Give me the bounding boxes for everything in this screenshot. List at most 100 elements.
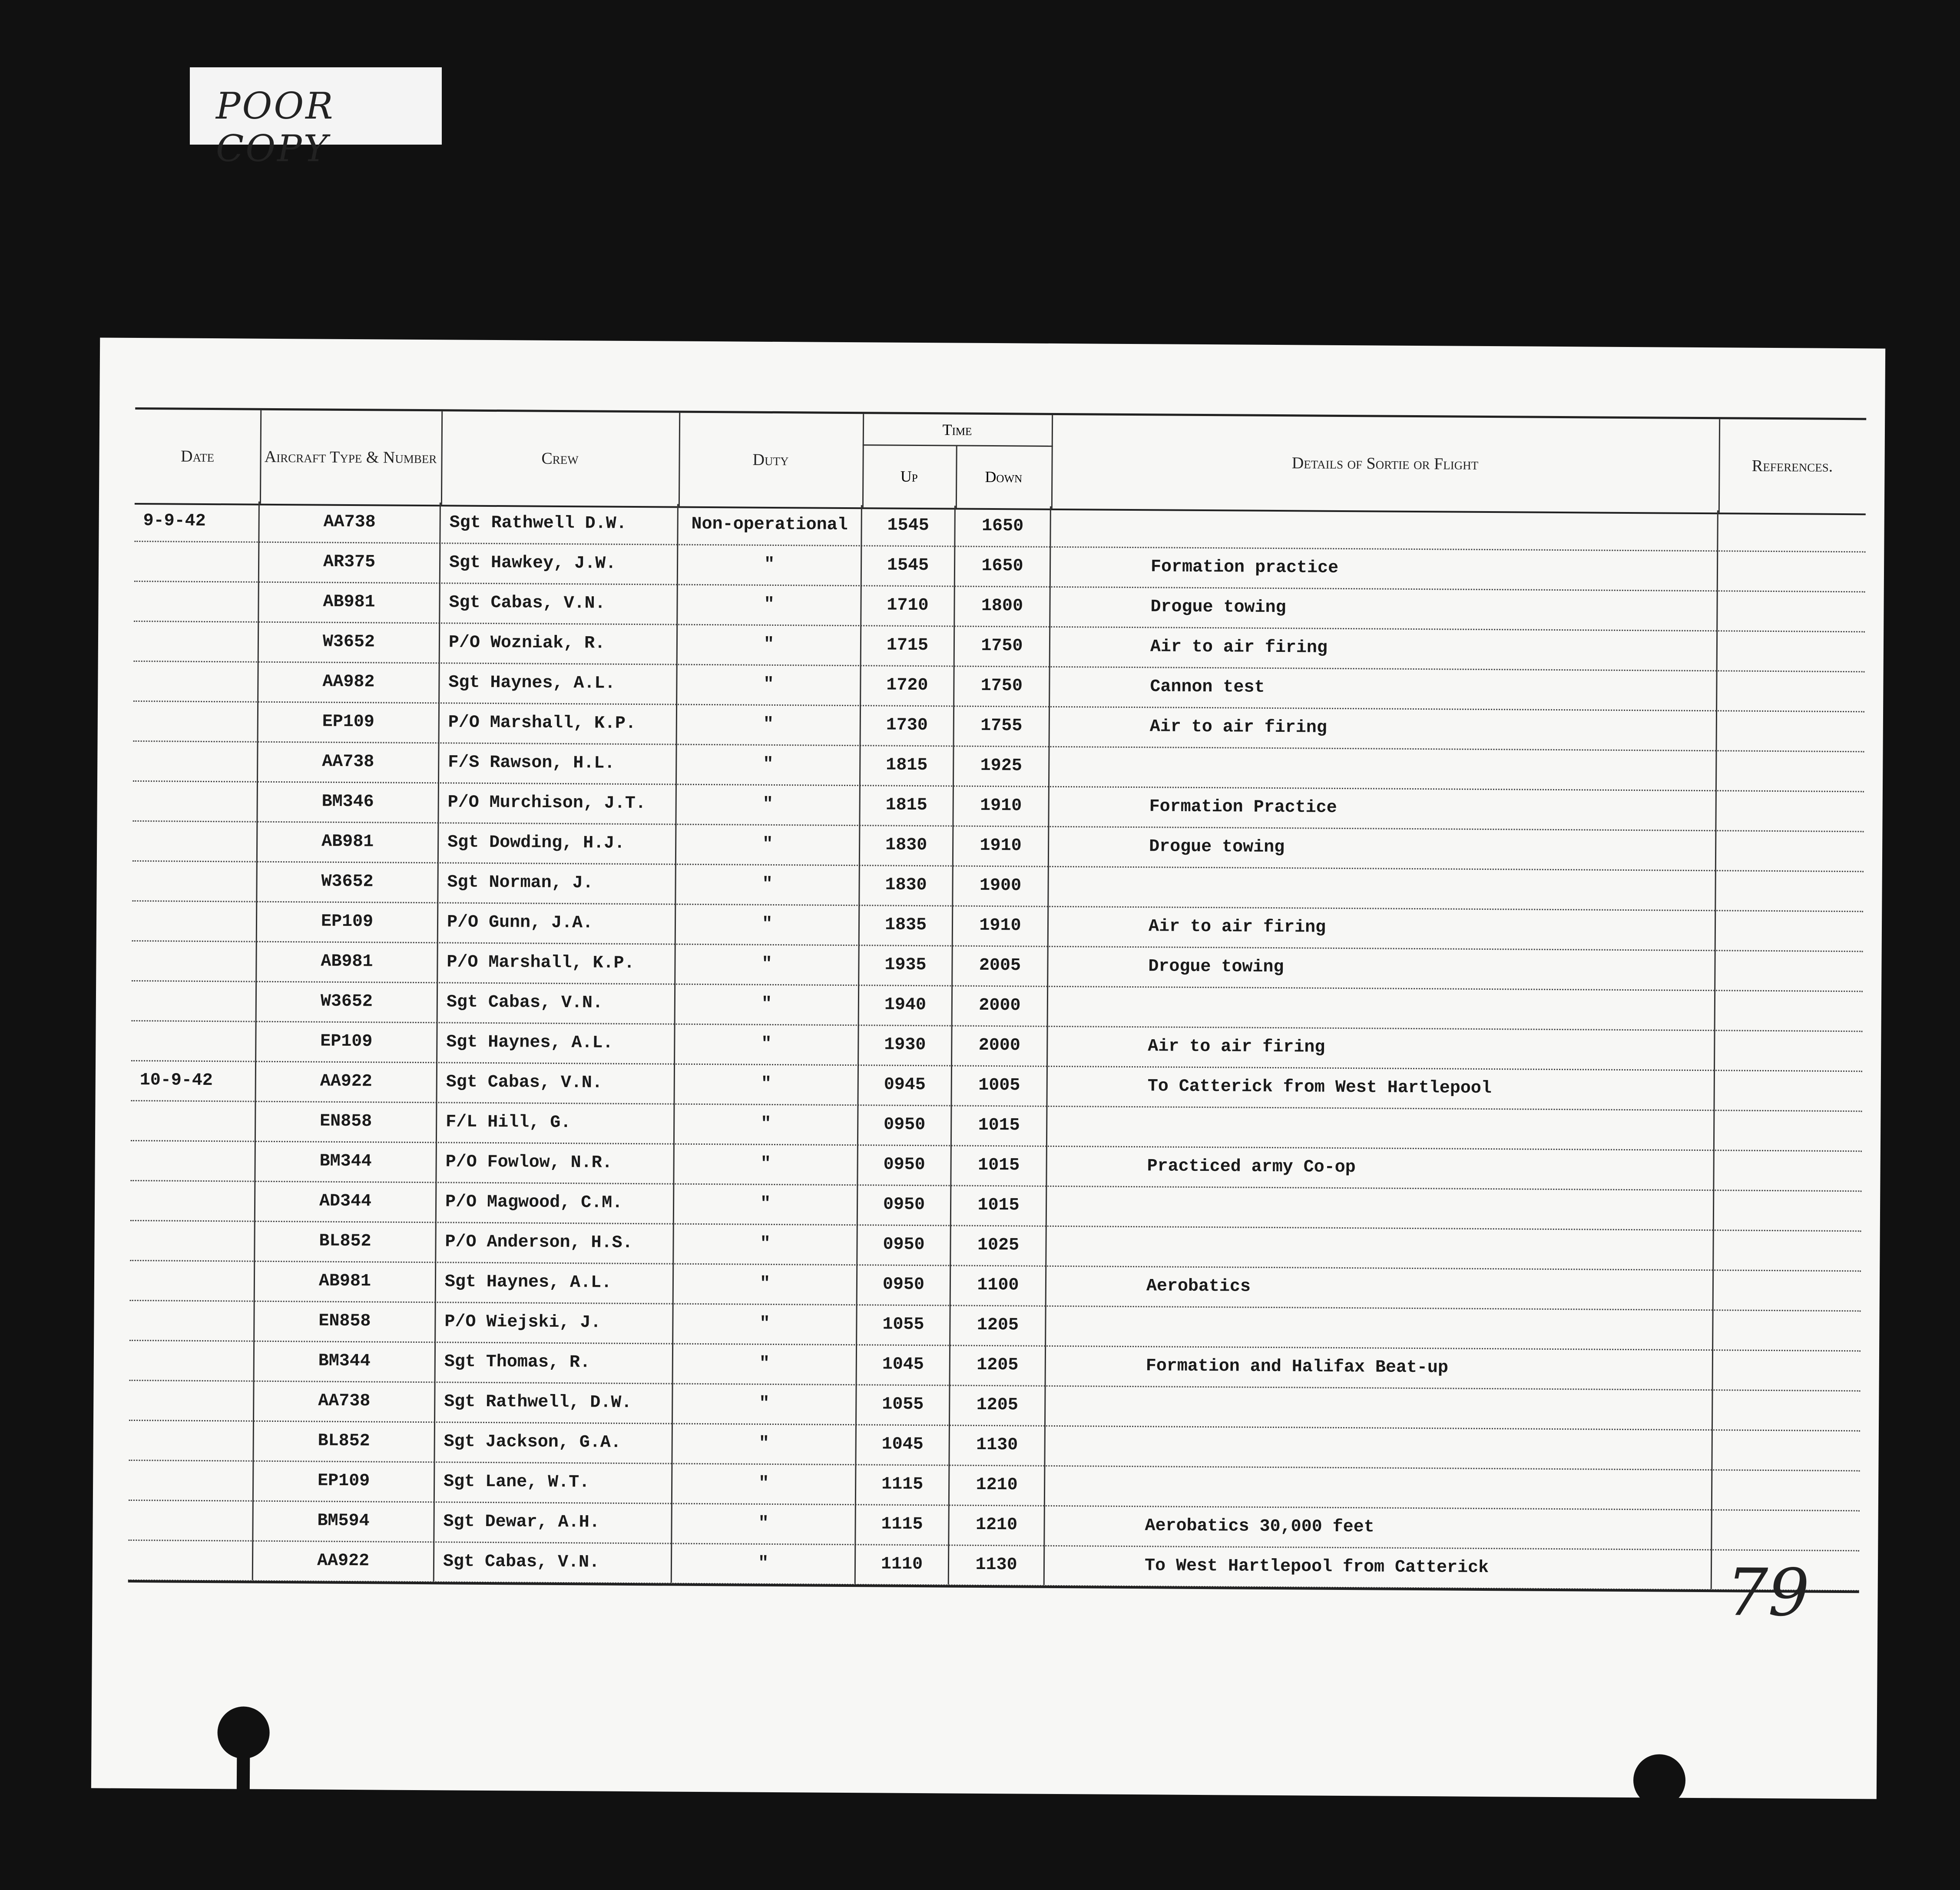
- cell-details: Practiced army Co-op: [1047, 1145, 1715, 1190]
- cell-date: [128, 1539, 254, 1580]
- cell-duty: ": [676, 743, 861, 785]
- cell-date: [133, 620, 259, 661]
- cell-duty: ": [677, 624, 862, 665]
- cell-date: [133, 660, 259, 701]
- flight-log-table: Date Aircraft Type & Number Crew Duty Ti…: [128, 407, 1867, 1631]
- cell-details: [1049, 746, 1717, 790]
- cell-down: 1205: [950, 1345, 1046, 1385]
- cell-aircraft: EP109: [258, 701, 440, 743]
- cell-up: 1545: [862, 505, 956, 546]
- cell-details: Formation and Halifax Beat-up: [1046, 1345, 1714, 1390]
- cell-down: 1900: [953, 865, 1049, 906]
- cell-date: [134, 540, 260, 582]
- cell-date: [130, 1100, 256, 1141]
- cell-up: 1815: [860, 785, 954, 826]
- cell-aircraft: EP109: [257, 901, 439, 942]
- cell-down: 1800: [955, 585, 1051, 626]
- cell-duty: ": [672, 1383, 857, 1424]
- header-time: Time: [862, 414, 1053, 447]
- cell-date: [128, 1459, 254, 1500]
- cell-down: 1910: [953, 905, 1049, 946]
- cell-up: 0945: [858, 1064, 953, 1105]
- header-references: References.: [1751, 456, 1833, 476]
- cell-aircraft: BM344: [255, 1140, 437, 1182]
- cell-date: [129, 1419, 255, 1460]
- cell-details: Aerobatics 30,000 feet: [1045, 1505, 1712, 1550]
- header-crew: Crew: [440, 411, 681, 506]
- cell-ref: [1715, 1030, 1863, 1071]
- cell-details: To Catterick from West Hartlepool: [1047, 1065, 1715, 1110]
- cell-down: 1130: [949, 1544, 1045, 1585]
- cell-date: [132, 900, 258, 941]
- cell-details: [1045, 1385, 1713, 1430]
- cell-duty: ": [677, 704, 861, 745]
- cell-up: 1055: [857, 1304, 951, 1345]
- cell-up: 1930: [859, 1024, 953, 1065]
- cell-down: 1025: [951, 1225, 1047, 1266]
- cell-details: [1049, 866, 1716, 910]
- cell-duty: ": [675, 943, 860, 985]
- cell-crew: Sgt Hawkey, J.W.: [440, 542, 679, 584]
- cell-down: 1205: [950, 1305, 1046, 1345]
- cell-aircraft: AR375: [259, 541, 441, 583]
- cell-ref: [1714, 1150, 1862, 1190]
- cell-aircraft: BL852: [254, 1420, 436, 1462]
- cell-down: 2000: [952, 1025, 1048, 1066]
- cell-up: 1710: [861, 585, 955, 626]
- cell-details: [1048, 985, 1716, 1030]
- cell-up: 0950: [858, 1144, 952, 1185]
- cell-down: 1005: [952, 1065, 1048, 1106]
- cell-down: 1210: [949, 1504, 1045, 1545]
- cell-down: 1925: [954, 745, 1050, 786]
- cell-aircraft: W3652: [258, 621, 440, 663]
- header-aircraft: Aircraft Type & Number: [259, 410, 443, 505]
- cell-crew: P/O Wozniak, R.: [440, 622, 678, 664]
- cell-ref: [1718, 590, 1865, 631]
- cell-aircraft: W3652: [256, 981, 438, 1022]
- cell-up: 1045: [856, 1424, 950, 1465]
- poor-copy-label: POOR COPY: [190, 67, 442, 170]
- cell-aircraft: BM346: [258, 781, 440, 823]
- cell-date: 10-9-42: [131, 1060, 257, 1101]
- cell-up: 0950: [858, 1104, 952, 1145]
- cell-date: [130, 1219, 255, 1261]
- binder-slot-left: [236, 1745, 250, 1794]
- header-up: Up: [862, 444, 957, 508]
- cell-ref: [1714, 1269, 1861, 1310]
- page-number-handwritten: 79: [1726, 1555, 1810, 1631]
- cell-down: 1755: [954, 705, 1050, 746]
- cell-down: 1100: [950, 1265, 1047, 1305]
- cell-up: 0950: [858, 1184, 952, 1225]
- cell-aircraft: AB981: [257, 821, 439, 862]
- poor-copy-text: POOR COPY: [216, 85, 335, 170]
- cell-details: Air to air firing: [1048, 905, 1716, 950]
- cell-crew: Sgt Thomas, R.: [435, 1342, 674, 1383]
- cell-up: 1940: [859, 985, 953, 1025]
- cell-up: 1545: [861, 545, 956, 586]
- cell-crew: P/O Fowlow, N.R.: [437, 1142, 675, 1183]
- cell-date: [132, 860, 258, 901]
- cell-crew: P/O Anderson, H.S.: [436, 1222, 674, 1263]
- cell-down: 1205: [950, 1384, 1046, 1425]
- cell-date: [133, 740, 258, 781]
- cell-down: 1650: [955, 506, 1051, 546]
- operations-record-page: Date Aircraft Type & Number Crew Duty Ti…: [91, 337, 1886, 1841]
- cell-details: [1045, 1425, 1713, 1470]
- cell-details: [1046, 1305, 1714, 1350]
- cell-details: Drogue towing: [1048, 945, 1716, 990]
- cell-aircraft: AB981: [257, 941, 438, 982]
- cell-crew: P/O Murchison, J.T.: [439, 782, 677, 824]
- cell-down: 1130: [950, 1424, 1046, 1465]
- cell-crew: Sgt Rathwell D.W.: [440, 502, 679, 544]
- cell-crew: Sgt Haynes, A.L.: [440, 662, 678, 704]
- cell-duty: ": [672, 1463, 857, 1504]
- cell-ref: [1717, 710, 1865, 751]
- cell-details: To West Hartlepool from Catterick: [1044, 1545, 1712, 1589]
- cell-up: 0950: [857, 1264, 951, 1305]
- cell-down: 1015: [951, 1145, 1047, 1186]
- cell-duty: ": [675, 983, 860, 1025]
- cell-aircraft: AA922: [256, 1061, 438, 1102]
- header-down: Down: [955, 445, 1053, 509]
- cell-down: 1015: [951, 1105, 1048, 1146]
- cell-up: 1715: [861, 625, 955, 666]
